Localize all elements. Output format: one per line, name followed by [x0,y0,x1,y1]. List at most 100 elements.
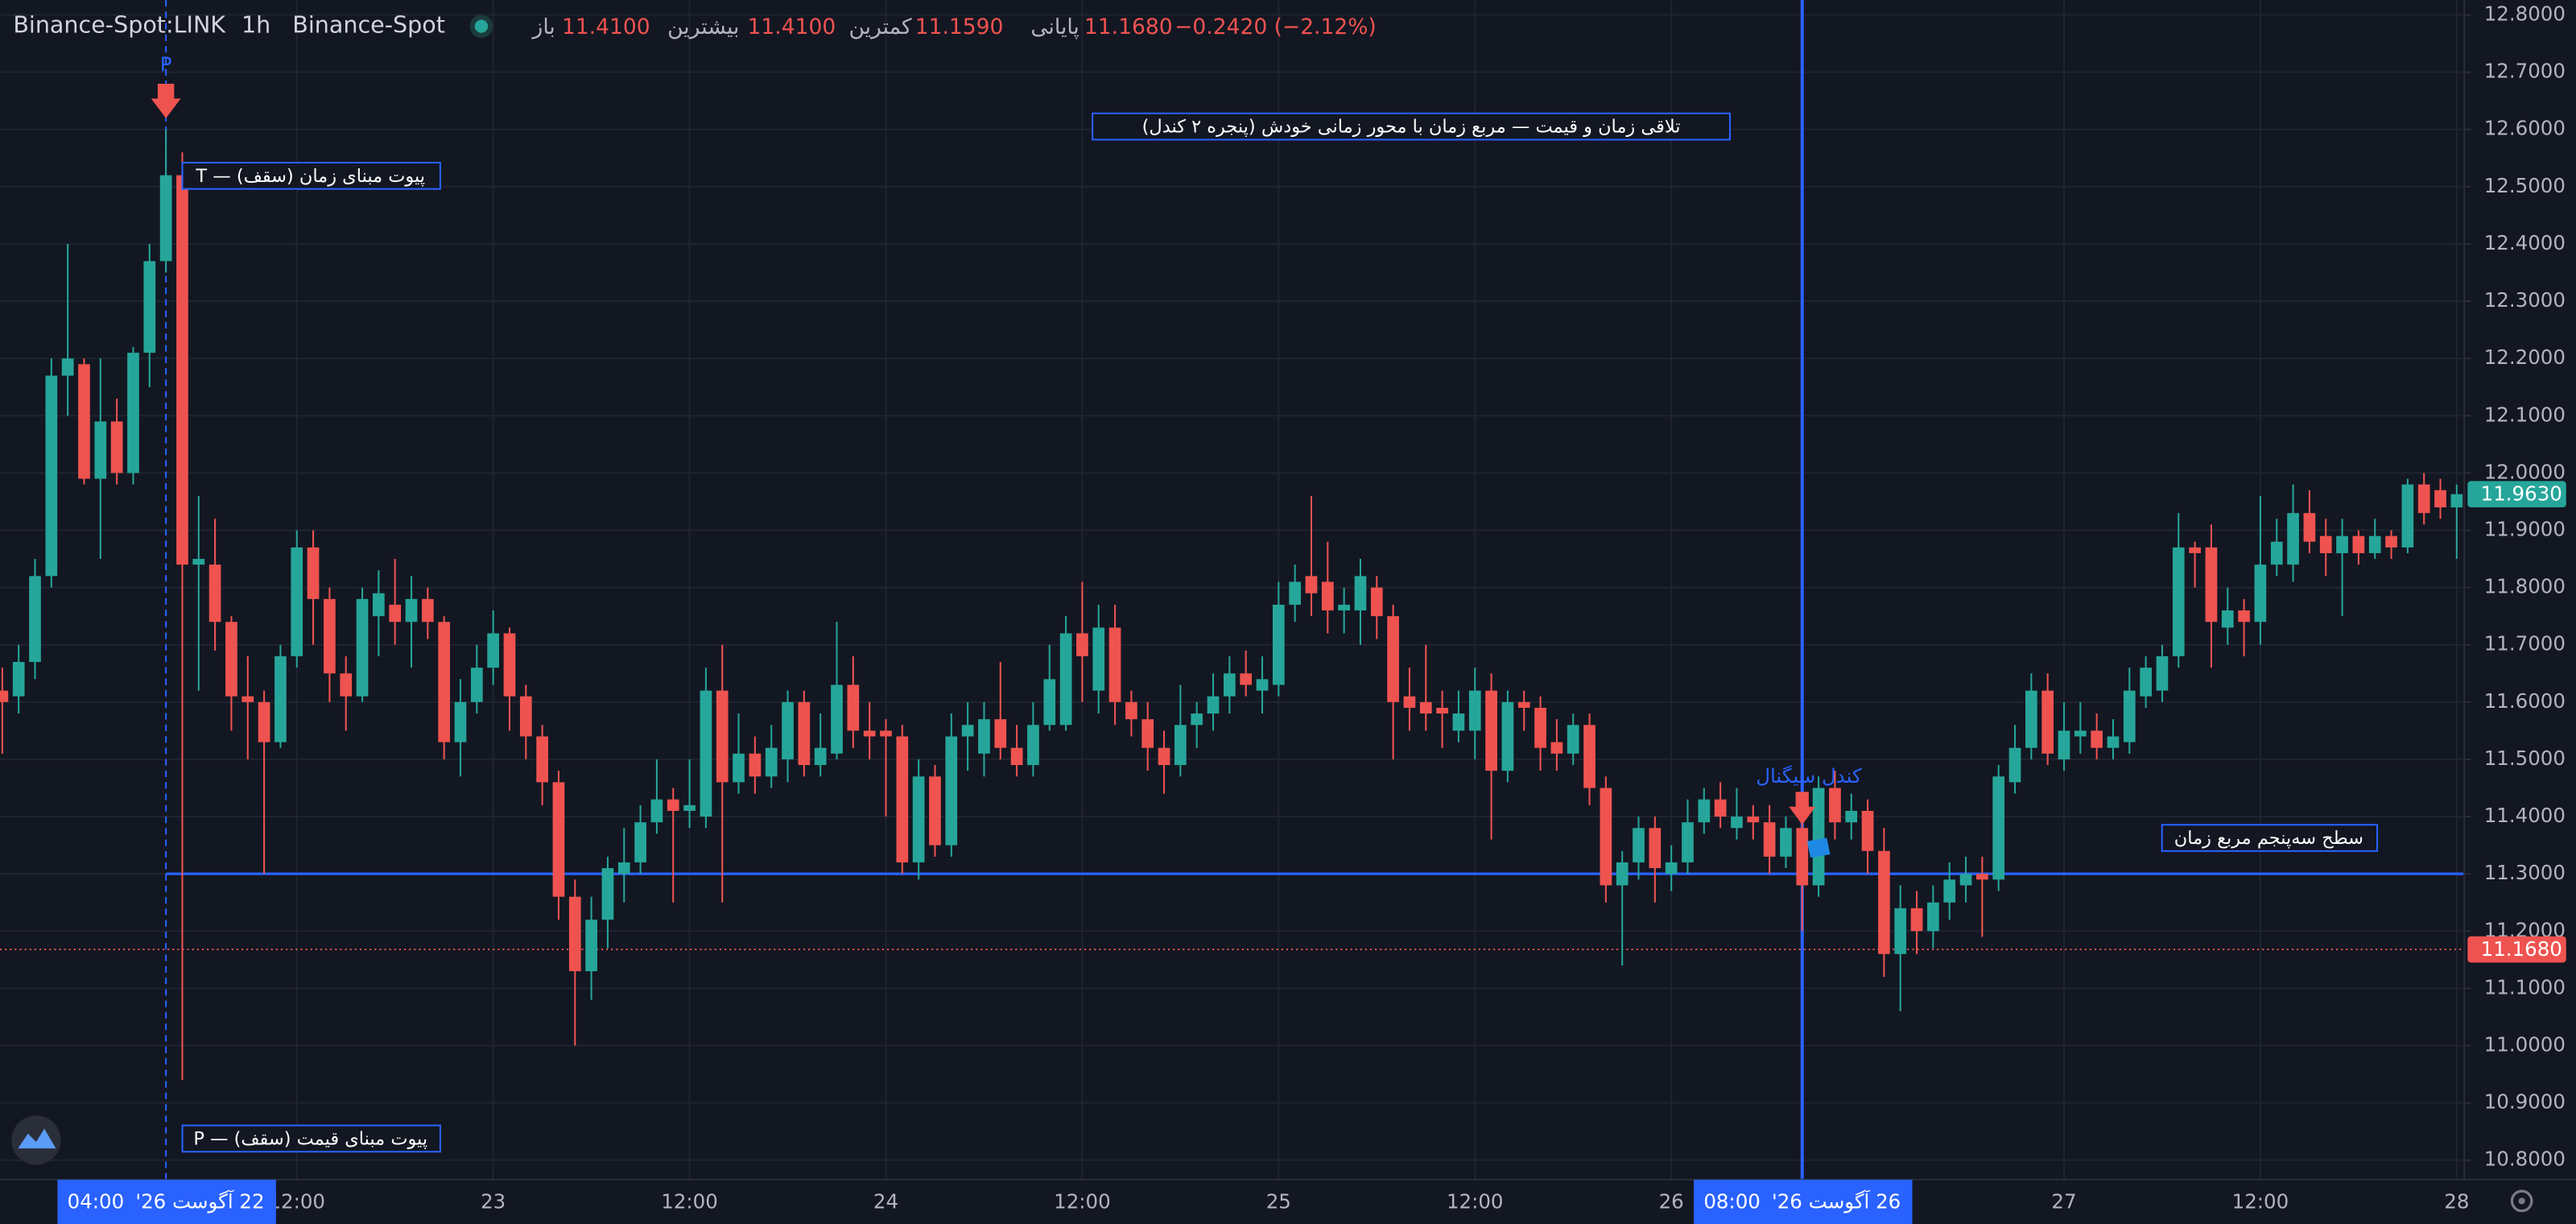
candle-body [1419,701,1432,714]
annotation: پیوت مبنای زمان (سقف) — T [195,166,425,187]
candle-body [1092,627,1105,691]
candle-body [1878,850,1890,954]
legend-value: 11.4100 [562,14,650,39]
candle-body [994,719,1007,748]
candle-body [2025,690,2037,748]
candle-body [2303,513,2316,542]
candle-body [798,701,811,766]
candle-body [2008,747,2021,783]
time-marker-time: 08:00 [1703,1189,1761,1213]
candle-body [847,684,860,731]
y-tick-label: 12.2000 [2484,345,2566,369]
logo[interactable] [11,1115,61,1165]
candle-body [1321,581,1334,611]
candle-body [1501,701,1514,771]
y-tick-label: 11.5000 [2484,746,2566,770]
candle-body [863,730,876,737]
candle-body [405,598,418,622]
candle-body [1845,810,1858,823]
candle-body [1633,828,1645,862]
candle-body [1583,725,1596,788]
candle-body [617,862,630,875]
price-tag [2467,481,2566,508]
candle-body [552,782,565,897]
candle-body [961,725,974,737]
candle-body [1698,799,1711,823]
candle-body [503,633,516,697]
candle-body [1338,604,1350,611]
price-axis-bg [2464,0,2576,1224]
time-axis: 12:00 23 12:00 24 12:00 25 12:00 26 27 12:00 28 04:… [57,1179,2469,1224]
candle-body [2319,536,2332,553]
candle-body [356,598,369,697]
candle-body [2270,541,2283,565]
status-dot [474,19,489,33]
candle-body [1665,862,1678,875]
y-tick-label: 12.4000 [2484,231,2566,254]
candle-body [1943,879,1956,903]
candle-body [2287,513,2299,565]
grid [0,0,2465,1180]
interval: 1h [242,11,270,39]
candles [0,129,2463,1081]
candle-body [291,547,303,656]
candle-body [2385,536,2397,548]
x-tick-label: 28 [2444,1189,2469,1213]
legend-label: پایانی [1030,14,1079,39]
legend-label: کمترین [848,14,912,39]
candle-body [1714,799,1727,817]
exchange: Binance-Spot [292,11,445,39]
candle-body [1010,747,1023,766]
candle-body [454,701,467,742]
legend-change: −0.2420 (−2.12%) [1174,14,1377,39]
time-marker-date: 22 آگوست 26' [135,1189,264,1213]
candle-body [143,261,156,354]
candle-body [208,564,221,622]
y-tick-label: 12.8000 [2484,2,2566,25]
y-tick-label: 11.9000 [2484,518,2566,541]
candle-body [2074,730,2087,737]
signal-arrow [1789,792,1816,825]
candle-body [1682,822,1694,862]
candle-body [487,633,500,668]
candle-body [782,701,794,759]
header: Binance-Spot:LINK 1h Binance-Spot باز 11… [13,11,1376,40]
y-tick-label: 10.9000 [2484,1090,2566,1114]
x-tick-label: 25 [1266,1189,1291,1213]
candle-body [650,799,663,823]
candle-body [1059,633,1072,726]
candle-body [29,576,41,663]
legend-label: بیشترین [667,14,739,39]
candle-body [1992,776,2005,880]
y-tick-label: 12.6000 [2484,117,2566,140]
candle-body [945,736,958,846]
pivot-arrow [151,84,181,118]
candle-body [2041,690,2054,754]
candle-body [2140,668,2152,697]
x-tick-label: 27 [2051,1189,2076,1213]
candle-body [2189,547,2201,553]
candle-body [2172,547,2185,656]
candle-body [1191,713,1203,726]
settings[interactable] [2510,1189,2533,1213]
y-tick-label: 12.1000 [2484,403,2566,426]
candle-body [1861,810,1874,851]
x-tick-label: 12:00 [661,1189,718,1213]
candle-body [1076,633,1088,656]
x-tick-label: 12:00 [268,1189,325,1213]
candle-body [1240,673,1253,685]
candle-body [1289,581,1301,605]
candle-body [1387,616,1399,702]
price-tag-label: 11.9630 [2481,482,2562,506]
candle-body [225,622,237,697]
y-tick-label: 11.8000 [2484,575,2566,598]
x-tick-label: 12:00 [2232,1189,2289,1213]
levels [0,0,2465,1180]
candle-body [765,747,778,777]
candle-body [831,684,843,754]
candle-body [1468,690,1481,731]
candle-body [1567,725,1579,754]
x-tick-label: 26 [1659,1189,1684,1213]
settings-dot [2518,1197,2525,1205]
